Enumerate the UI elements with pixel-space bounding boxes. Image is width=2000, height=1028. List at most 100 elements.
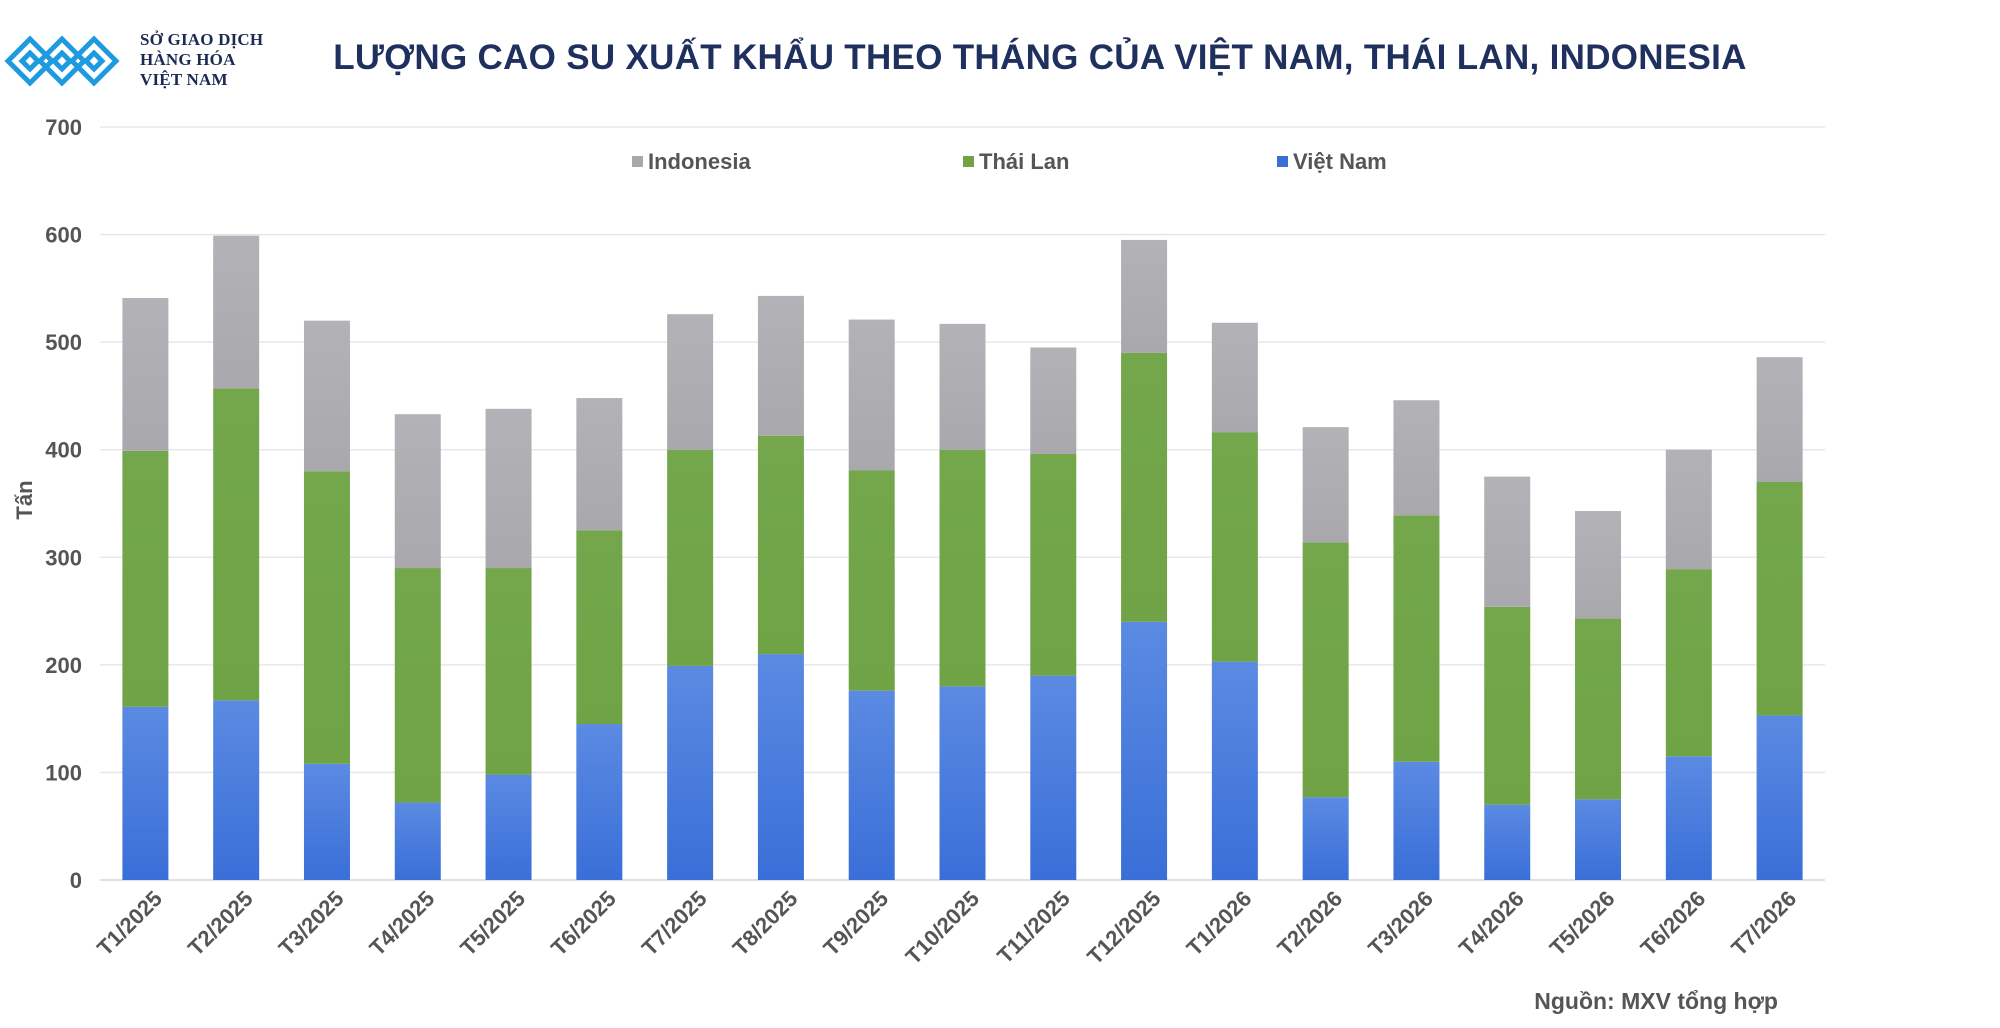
bar-indonesia-T7-2025 — [667, 314, 714, 450]
x-tick-label: T7/2025 — [637, 886, 712, 961]
x-tick-label: T6/2026 — [1636, 886, 1711, 961]
x-tick-label: T11/2025 — [992, 886, 1075, 969]
x-tick-label: T5/2025 — [455, 886, 530, 961]
bar-thái-lan-T7-2025 — [667, 449, 714, 666]
bar-indonesia-T5-2025 — [485, 408, 532, 569]
bar-việt-nam-T7-2026 — [1756, 715, 1803, 880]
bar-việt-nam-T1-2025 — [122, 706, 169, 880]
x-tick-label: T9/2025 — [818, 886, 893, 961]
legend-swatch — [963, 156, 974, 167]
bar-indonesia-T4-2025 — [394, 414, 441, 569]
chart-title: LƯỢNG CAO SU XUẤT KHẨU THEO THÁNG CỦA VI… — [333, 38, 1747, 77]
y-tick-label: 200 — [45, 653, 82, 678]
y-tick-label: 600 — [45, 223, 82, 248]
bar-thái-lan-T4-2026 — [1484, 606, 1531, 805]
x-tick-label: T8/2025 — [728, 886, 803, 961]
x-tick-label: T10/2025 — [901, 886, 984, 969]
y-axis-label: Tấn — [12, 480, 37, 519]
bar-thái-lan-T5-2026 — [1575, 618, 1622, 800]
x-tick-label: T6/2025 — [546, 886, 621, 961]
x-tick-label: T3/2026 — [1363, 886, 1438, 961]
x-tick-label: T1/2026 — [1182, 886, 1257, 961]
bar-việt-nam-T6-2026 — [1665, 756, 1712, 880]
bar-việt-nam-T5-2025 — [485, 774, 532, 880]
legend-label: Việt Nam — [1293, 149, 1387, 174]
legend-swatch — [632, 156, 643, 167]
bar-việt-nam-T2-2026 — [1302, 797, 1349, 880]
bar-thái-lan-T12-2025 — [1121, 352, 1168, 622]
bar-indonesia-T9-2025 — [848, 319, 895, 471]
x-tick-label: T12/2025 — [1082, 886, 1165, 969]
bar-thái-lan-T2-2025 — [213, 388, 260, 701]
bar-indonesia-T8-2025 — [757, 295, 804, 436]
legend-swatch — [1277, 156, 1288, 167]
bar-indonesia-T12-2025 — [1121, 239, 1168, 353]
bar-thái-lan-T6-2026 — [1665, 569, 1712, 757]
bar-thái-lan-T4-2025 — [394, 568, 441, 803]
bar-thái-lan-T6-2025 — [576, 530, 623, 725]
bar-thái-lan-T2-2026 — [1302, 542, 1349, 798]
logo: SỞ GIAO DỊCH HÀNG HÓA VIỆT NAM — [0, 26, 290, 96]
bars — [122, 235, 1803, 880]
bar-việt-nam-T4-2025 — [394, 802, 441, 880]
y-tick-label: 500 — [45, 330, 82, 355]
source-note: Nguồn: MXV tổng hợp — [1534, 988, 1778, 1014]
bar-thái-lan-T1-2026 — [1211, 432, 1258, 662]
bar-indonesia-T2-2026 — [1302, 427, 1349, 543]
logo-line-3: VIỆT NAM — [140, 70, 228, 89]
logo-mark-icon — [4, 35, 120, 87]
bar-việt-nam-T3-2025 — [303, 763, 350, 880]
bar-thái-lan-T3-2026 — [1393, 515, 1440, 762]
bar-indonesia-T1-2025 — [122, 298, 169, 451]
bar-indonesia-T2-2025 — [213, 235, 260, 389]
bar-indonesia-T5-2026 — [1575, 511, 1622, 619]
bar-indonesia-T3-2026 — [1393, 400, 1440, 516]
x-tick-label: T3/2025 — [274, 886, 349, 961]
x-tick-label: T2/2025 — [183, 886, 258, 961]
bar-việt-nam-T5-2026 — [1575, 799, 1622, 880]
x-tick-label: T1/2025 — [92, 886, 167, 961]
bar-việt-nam-T1-2026 — [1211, 661, 1258, 880]
bar-indonesia-T4-2026 — [1484, 476, 1531, 607]
bar-việt-nam-T11-2025 — [1030, 675, 1077, 880]
x-tick-label: T2/2026 — [1272, 886, 1347, 961]
bar-indonesia-T1-2026 — [1211, 322, 1258, 433]
bar-việt-nam-T7-2025 — [667, 665, 714, 880]
bar-việt-nam-T6-2025 — [576, 724, 623, 880]
bar-việt-nam-T4-2026 — [1484, 804, 1531, 880]
bar-việt-nam-T2-2025 — [213, 700, 260, 880]
bar-indonesia-T6-2025 — [576, 398, 623, 531]
bar-việt-nam-T10-2025 — [939, 686, 986, 880]
bar-thái-lan-T3-2025 — [303, 471, 350, 764]
y-tick-label: 0 — [70, 868, 82, 893]
bar-indonesia-T6-2026 — [1665, 449, 1712, 570]
logo-line-2: HÀNG HÓA — [140, 50, 236, 69]
bar-indonesia-T3-2025 — [303, 320, 350, 472]
bar-thái-lan-T7-2026 — [1756, 481, 1803, 716]
bar-thái-lan-T8-2025 — [757, 435, 804, 655]
legend-label: Indonesia — [648, 149, 751, 174]
legend-label: Thái Lan — [979, 149, 1069, 174]
bar-việt-nam-T8-2025 — [757, 654, 804, 880]
x-tick-label: T5/2026 — [1545, 886, 1620, 961]
y-tick-label: 100 — [45, 760, 82, 785]
bar-việt-nam-T12-2025 — [1121, 621, 1168, 880]
logo-text: SỞ GIAO DỊCH HÀNG HÓA VIỆT NAM — [140, 30, 263, 90]
bar-việt-nam-T9-2025 — [848, 690, 895, 880]
y-tick-label: 700 — [45, 115, 82, 140]
x-tick-label: T7/2026 — [1726, 886, 1801, 961]
x-tick-label: T4/2025 — [365, 886, 440, 961]
bar-việt-nam-T3-2026 — [1393, 761, 1440, 880]
bar-thái-lan-T9-2025 — [848, 470, 895, 691]
y-tick-label: 300 — [45, 545, 82, 570]
bar-indonesia-T7-2026 — [1756, 357, 1803, 482]
y-tick-label: 400 — [45, 438, 82, 463]
bar-thái-lan-T5-2025 — [485, 568, 532, 775]
bar-indonesia-T11-2025 — [1030, 347, 1077, 455]
bar-thái-lan-T11-2025 — [1030, 454, 1077, 676]
bar-indonesia-T10-2025 — [939, 323, 986, 450]
logo-line-1: SỞ GIAO DỊCH — [140, 30, 264, 49]
bar-thái-lan-T10-2025 — [939, 449, 986, 687]
